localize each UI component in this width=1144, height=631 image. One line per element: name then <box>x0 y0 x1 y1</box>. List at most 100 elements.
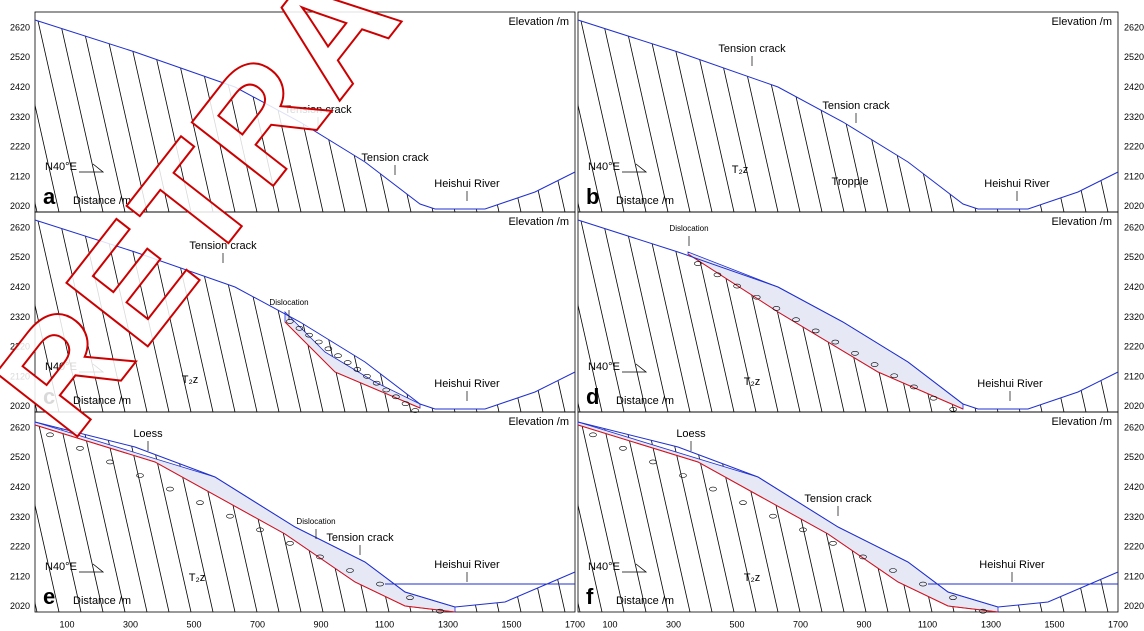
y-tick-label: 2620 <box>10 222 30 232</box>
annotation: T₂z <box>189 572 206 584</box>
bedding-line <box>975 412 1020 612</box>
bedding-line <box>887 12 932 212</box>
elevation-label: Elevation /m <box>508 216 569 228</box>
bedding-line <box>997 412 1042 612</box>
direction-arrow <box>622 164 646 172</box>
bedding-line <box>410 412 455 612</box>
block <box>47 433 54 437</box>
block <box>590 433 597 437</box>
x-tick-label: 900 <box>313 619 328 629</box>
bedding-line <box>667 12 712 212</box>
bedding-line <box>953 412 998 612</box>
bedding-line <box>667 412 712 612</box>
bedding-line <box>608 412 653 612</box>
y-tick-label: 2320 <box>1124 112 1144 122</box>
block <box>650 460 657 464</box>
bedding-line <box>843 212 888 412</box>
bedding-line <box>601 12 646 212</box>
y-tick-label: 2620 <box>10 422 30 432</box>
y-tick-label: 2320 <box>1124 312 1144 322</box>
x-tick-label: 500 <box>729 619 744 629</box>
bedding-line <box>557 12 602 212</box>
direction: N40°E <box>45 161 77 173</box>
bedding-line <box>58 12 103 212</box>
bedding-line <box>821 212 866 412</box>
bedding-line <box>645 212 690 412</box>
bedding-line <box>300 412 345 612</box>
block <box>710 487 717 491</box>
y-tick-label: 2220 <box>10 142 30 152</box>
bedding-line <box>689 212 734 412</box>
direction-arrow <box>79 564 103 572</box>
bedding-line <box>645 12 690 212</box>
y-tick-label: 2220 <box>1124 142 1144 152</box>
bedding-line <box>498 412 543 612</box>
elevation-label: Elevation /m <box>1051 16 1112 28</box>
x-tick-label: 1300 <box>438 619 458 629</box>
y-tick-label: 2520 <box>10 252 30 262</box>
y-tick-label: 2220 <box>1124 542 1144 552</box>
annotation: T₂z <box>182 374 199 386</box>
x-tick-label: 500 <box>186 619 201 629</box>
bedding-line <box>513 12 558 212</box>
bedding-line <box>520 12 565 212</box>
bedding-line <box>931 12 976 212</box>
y-tick-label: 2220 <box>1124 342 1144 352</box>
annotation: Loess <box>133 428 163 440</box>
figure: Elevation /mN40°EaDistance /mTension cra… <box>0 0 1144 631</box>
block <box>107 460 114 464</box>
y-tick-label: 2020 <box>1124 401 1144 411</box>
bedding-line <box>586 12 631 212</box>
bedding-line <box>645 412 690 612</box>
bedding-line <box>564 212 609 412</box>
y-tick-label: 2620 <box>1124 22 1144 32</box>
elevation-label: Elevation /m <box>508 16 569 28</box>
bedding-line <box>931 412 976 612</box>
bedding-line <box>1063 212 1108 412</box>
y-tick-label: 2020 <box>10 201 30 211</box>
bedding-line <box>865 12 910 212</box>
y-tick-label: 2320 <box>10 112 30 122</box>
annotation: Tropple <box>832 176 869 188</box>
bedding-line <box>601 212 646 412</box>
x-tick-label: 700 <box>250 619 265 629</box>
block <box>167 487 174 491</box>
annotation: Tension crack <box>804 493 872 505</box>
bedding-line <box>535 12 580 212</box>
annotation: Loess <box>676 428 706 440</box>
block <box>740 501 747 505</box>
bedding <box>513 212 1144 412</box>
bedding-line <box>1063 412 1108 612</box>
annotation: Dislocation <box>269 298 308 307</box>
bedding-line <box>1019 412 1064 612</box>
elevation-label: Elevation /m <box>508 416 569 428</box>
bedding-line <box>667 212 712 412</box>
y-tick-label: 2420 <box>1124 82 1144 92</box>
annotation: Tension crack <box>718 43 786 55</box>
x-tick-label: 1300 <box>981 619 1001 629</box>
panel: Elevation /mN40°EbDistance /mTension cra… <box>513 12 1144 212</box>
panel-letter: f <box>586 584 594 609</box>
y-tick-label: 2520 <box>10 452 30 462</box>
panel: Elevation /mN40°EfDistance /mLoessTensio… <box>513 412 1144 629</box>
x-tick-label: 1500 <box>501 619 521 629</box>
y-tick-label: 2620 <box>1124 222 1144 232</box>
deposit <box>688 252 963 409</box>
y-tick-label: 2320 <box>10 512 30 522</box>
bedding-line <box>623 412 668 612</box>
y-tick-label: 2420 <box>10 82 30 92</box>
block <box>930 396 937 400</box>
bedding-line <box>564 412 609 612</box>
y-tick-label: 2620 <box>1124 422 1144 432</box>
annotation: Heishui River <box>434 378 500 390</box>
y-tick-label: 2220 <box>10 542 30 552</box>
x-tick-label: 1700 <box>1108 619 1128 629</box>
y-tick-label: 2120 <box>10 571 30 581</box>
x-tick-label: 1500 <box>1044 619 1064 629</box>
annotation: T₂z <box>744 572 761 584</box>
bedding <box>513 412 1144 612</box>
annotation: Heishui River <box>979 559 1045 571</box>
y-tick-label: 2520 <box>1124 52 1144 62</box>
direction-arrow <box>79 164 103 172</box>
